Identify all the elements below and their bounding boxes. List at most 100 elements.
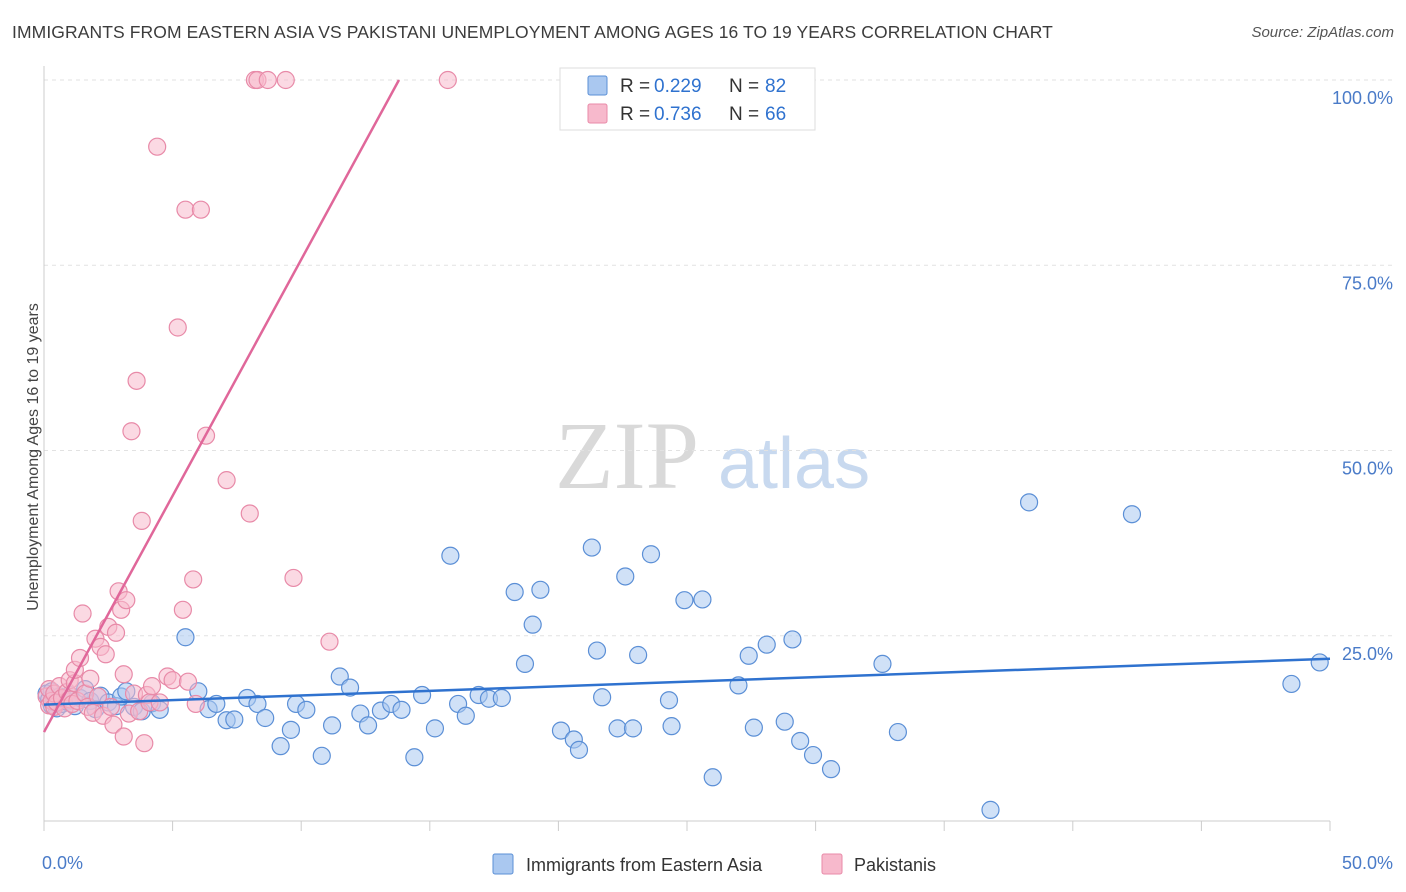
data-point-immigrants xyxy=(225,710,244,729)
data-point-immigrants xyxy=(569,740,589,759)
data-point-immigrants xyxy=(888,722,908,742)
legend-r-value: 0.229 xyxy=(654,76,702,97)
data-point-pakistanis xyxy=(73,604,92,623)
data-point-immigrants xyxy=(757,635,776,654)
watermark: ZIP atlas xyxy=(555,402,870,509)
data-point-immigrants xyxy=(791,731,810,751)
data-point-immigrants xyxy=(775,712,794,731)
data-point-immigrants xyxy=(523,615,542,634)
data-point-pakistanis xyxy=(127,371,146,390)
data-point-pakistanis xyxy=(184,570,203,589)
legend-r-label: R = xyxy=(620,104,650,125)
legend-swatch-blue xyxy=(587,75,608,96)
data-point-immigrants xyxy=(176,628,195,647)
data-point-pakistanis xyxy=(217,471,236,490)
data-point-pakistanis xyxy=(96,645,115,664)
series-immigrants-eastern-asia xyxy=(37,493,1329,819)
data-point-immigrants xyxy=(623,719,643,738)
data-point-pakistanis xyxy=(117,591,136,610)
data-point-immigrants xyxy=(821,760,841,779)
data-point-immigrants xyxy=(256,708,275,728)
data-point-immigrants xyxy=(744,718,763,737)
data-point-immigrants xyxy=(703,768,722,787)
data-point-immigrants xyxy=(739,646,758,665)
data-point-pakistanis xyxy=(173,600,192,619)
data-point-pakistanis xyxy=(81,669,100,688)
watermark-zip: ZIP xyxy=(555,402,699,509)
data-point-pakistanis xyxy=(240,504,259,523)
data-point-immigrants xyxy=(662,717,681,736)
data-point-pakistanis xyxy=(176,200,195,219)
y-tick-label: 25.0% xyxy=(1342,644,1393,664)
source-label: Source: ZipAtlas.com xyxy=(1251,24,1394,41)
data-point-pakistanis xyxy=(142,677,162,696)
data-point-immigrants xyxy=(456,706,475,725)
y-tick-label: 100.0% xyxy=(1332,88,1393,108)
legend-n-value: 82 xyxy=(765,76,786,97)
y-tick-label: 75.0% xyxy=(1342,273,1393,293)
data-point-pakistanis xyxy=(135,734,154,753)
data-point-pakistanis xyxy=(178,672,198,691)
trend-line-pakistanis xyxy=(42,79,401,733)
data-point-immigrants xyxy=(675,591,694,610)
data-point-immigrants xyxy=(1282,674,1301,694)
legend-swatch-pink xyxy=(821,853,843,875)
data-point-immigrants xyxy=(587,641,607,660)
data-point-immigrants xyxy=(1019,493,1039,512)
data-point-immigrants xyxy=(441,546,460,565)
data-point-immigrants xyxy=(616,567,635,586)
legend-swatch-pink xyxy=(587,103,608,124)
data-point-immigrants xyxy=(425,719,445,738)
legend-n-label: N = xyxy=(729,104,759,125)
data-point-immigrants xyxy=(531,580,550,599)
data-point-immigrants xyxy=(803,745,823,765)
data-point-immigrants xyxy=(1310,653,1329,672)
data-point-pakistanis xyxy=(150,693,169,712)
data-point-immigrants xyxy=(281,720,301,739)
data-point-immigrants xyxy=(271,737,290,756)
data-point-immigrants xyxy=(593,688,612,707)
data-point-pakistanis xyxy=(114,727,133,746)
data-point-immigrants xyxy=(551,721,571,740)
data-point-pakistanis xyxy=(106,623,126,642)
data-point-pakistanis xyxy=(122,422,141,441)
data-point-immigrants xyxy=(505,582,524,602)
data-point-immigrants xyxy=(783,630,802,649)
data-point-immigrants xyxy=(340,678,360,697)
data-point-pakistanis xyxy=(168,318,187,337)
x-tick-label: 50.0% xyxy=(1342,853,1393,873)
legend-swatch-blue xyxy=(492,853,514,875)
data-point-immigrants xyxy=(358,716,378,735)
legend-n-label: N = xyxy=(729,76,759,97)
data-point-immigrants xyxy=(582,538,601,557)
data-point-immigrants xyxy=(1122,505,1142,524)
watermark-atlas: atlas xyxy=(718,424,870,504)
series-pakistanis xyxy=(37,70,457,753)
data-point-pakistanis xyxy=(148,137,167,156)
data-point-immigrants xyxy=(330,667,349,686)
data-point-pakistanis xyxy=(191,200,210,219)
gridlines xyxy=(44,79,1392,637)
data-point-immigrants xyxy=(392,700,411,719)
data-point-immigrants xyxy=(412,685,432,705)
legend-n-value: 66 xyxy=(765,104,786,125)
data-point-pakistanis xyxy=(320,632,339,651)
trend-line-immigrants xyxy=(43,657,1331,706)
legend-bottom: Immigrants from Eastern Asia Pakistanis xyxy=(492,853,936,875)
data-point-immigrants xyxy=(608,719,627,738)
data-point-pakistanis xyxy=(438,70,457,90)
data-point-immigrants xyxy=(297,700,316,719)
data-point-pakistanis xyxy=(276,70,295,90)
legend-top: R = 0.229 N = 82 R = 0.736 N = 66 xyxy=(559,67,816,131)
data-point-pakistanis xyxy=(284,568,303,588)
data-point-pakistanis xyxy=(88,687,108,706)
tick-labels: 25.0% 50.0% 75.0% 100.0% 0.0% 50.0% xyxy=(42,88,1393,873)
chart-title: IMMIGRANTS FROM EASTERN ASIA VS PAKISTAN… xyxy=(12,22,1053,42)
data-point-immigrants xyxy=(322,716,342,735)
data-point-immigrants xyxy=(312,746,331,765)
data-point-immigrants xyxy=(405,748,424,767)
legend-r-label: R = xyxy=(620,76,650,97)
y-tick-label: 50.0% xyxy=(1342,459,1393,479)
data-point-immigrants xyxy=(629,645,648,665)
